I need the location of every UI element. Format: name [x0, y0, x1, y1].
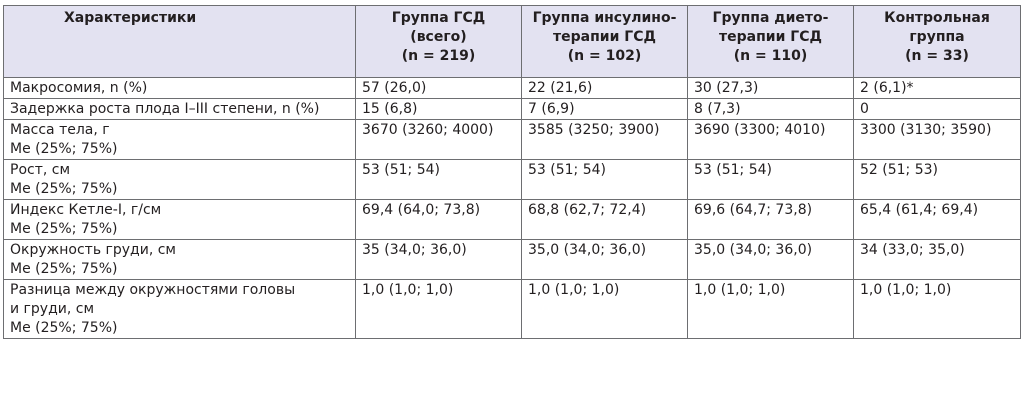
- table-header-row: Характеристики Группа ГСД (всего) (n = 2…: [3, 5, 1021, 78]
- table-row: Задержка роста плода I–III степени, n (%…: [3, 98, 1021, 120]
- table-cell: 1,0 (1,0; 1,0): [355, 279, 522, 339]
- table-row: Разница между окружностями головы и груд…: [3, 279, 1021, 339]
- table-cell: 68,8 (62,7; 72,4): [521, 199, 688, 240]
- table-cell: 3670 (3260; 4000): [355, 119, 522, 160]
- table-cell: 22 (21,6): [521, 77, 688, 99]
- table-row: Окружность груди, см Ме (25%; 75%) 35 (3…: [3, 239, 1021, 280]
- table-row: Рост, см Ме (25%; 75%) 53 (51; 54) 53 (5…: [3, 159, 1021, 200]
- data-table: Характеристики Группа ГСД (всего) (n = 2…: [3, 5, 1021, 339]
- row-label: Макросомия, n (%): [3, 77, 356, 99]
- table-cell: 69,6 (64,7; 73,8): [687, 199, 854, 240]
- table-cell: 53 (51; 54): [355, 159, 522, 200]
- table-cell: 1,0 (1,0; 1,0): [853, 279, 1021, 339]
- header-characteristics: Характеристики: [3, 5, 356, 78]
- table-cell: 2 (6,1)*: [853, 77, 1021, 99]
- table-cell: 53 (51; 54): [521, 159, 688, 200]
- table-row: Масса тела, г Ме (25%; 75%) 3670 (3260; …: [3, 119, 1021, 160]
- row-label: Окружность груди, см Ме (25%; 75%): [3, 239, 356, 280]
- row-label: Задержка роста плода I–III степени, n (%…: [3, 98, 356, 120]
- row-label: Рост, см Ме (25%; 75%): [3, 159, 356, 200]
- table-cell: 1,0 (1,0; 1,0): [521, 279, 688, 339]
- table-cell: 8 (7,3): [687, 98, 854, 120]
- table-cell: 34 (33,0; 35,0): [853, 239, 1021, 280]
- table-cell: 35 (34,0; 36,0): [355, 239, 522, 280]
- table-cell: 30 (27,3): [687, 77, 854, 99]
- table-row: Макросомия, n (%) 57 (26,0) 22 (21,6) 30…: [3, 77, 1021, 99]
- table-cell: 3690 (3300; 4010): [687, 119, 854, 160]
- table-cell: 1,0 (1,0; 1,0): [687, 279, 854, 339]
- row-label: Разница между окружностями головы и груд…: [3, 279, 356, 339]
- table-cell: 65,4 (61,4; 69,4): [853, 199, 1021, 240]
- table-cell: 53 (51; 54): [687, 159, 854, 200]
- table-cell: 57 (26,0): [355, 77, 522, 99]
- row-label: Масса тела, г Ме (25%; 75%): [3, 119, 356, 160]
- header-insulin-therapy: Группа инсулино- терапии ГСД (n = 102): [521, 5, 688, 78]
- table-cell: 7 (6,9): [521, 98, 688, 120]
- header-gdm-total: Группа ГСД (всего) (n = 219): [355, 5, 522, 78]
- table-cell: 3300 (3130; 3590): [853, 119, 1021, 160]
- table-cell: 35,0 (34,0; 36,0): [521, 239, 688, 280]
- table-cell: 3585 (3250; 3900): [521, 119, 688, 160]
- table-cell: 69,4 (64,0; 73,8): [355, 199, 522, 240]
- table-cell: 15 (6,8): [355, 98, 522, 120]
- header-diet-therapy: Группа дието- терапии ГСД (n = 110): [687, 5, 854, 78]
- row-label: Индекс Кетле-I, г/см Ме (25%; 75%): [3, 199, 356, 240]
- table-cell: 0: [853, 98, 1021, 120]
- table-cell: 52 (51; 53): [853, 159, 1021, 200]
- table-row: Индекс Кетле-I, г/см Ме (25%; 75%) 69,4 …: [3, 199, 1021, 240]
- table-cell: 35,0 (34,0; 36,0): [687, 239, 854, 280]
- header-control-group: Контрольная группа (n = 33): [853, 5, 1021, 78]
